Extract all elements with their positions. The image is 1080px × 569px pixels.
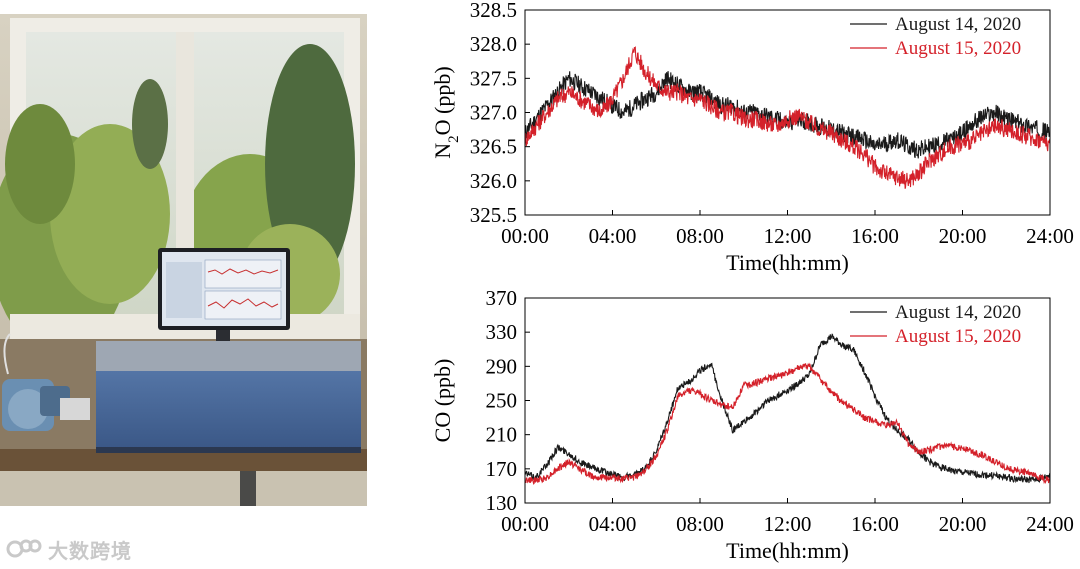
- x-tick-label: 16:00: [851, 224, 899, 248]
- watermark-text: 大数跨境: [48, 538, 132, 563]
- instrument-photo: [0, 14, 367, 506]
- x-tick-label: 08:00: [676, 224, 724, 248]
- y-axis-label: N2O (ppb): [430, 66, 462, 158]
- y-axis-label: CO (ppb): [430, 359, 455, 443]
- x-tick-label: 08:00: [676, 512, 724, 536]
- y-tick-label: 130: [486, 491, 518, 515]
- x-tick-label: 04:00: [589, 224, 637, 248]
- series-line-2: [524, 45, 1051, 189]
- y-tick-label: 327.5: [470, 66, 517, 90]
- x-tick-label: 24:00: [1026, 224, 1074, 248]
- series-line-1: [524, 333, 1051, 484]
- y-tick-label: 328.5: [470, 0, 517, 22]
- x-tick-label: 04:00: [589, 512, 637, 536]
- watermark-logo-icon: [6, 539, 42, 558]
- y-tick-label: 326.5: [470, 135, 517, 159]
- y-tick-label: 370: [486, 286, 518, 310]
- y-tick-label: 325.5: [470, 203, 517, 227]
- y-tick-label: 328.0: [470, 32, 517, 56]
- charts-area: 00:00 04:00 08:00 12:00 16:00 20:00 24:00 325.5…: [430, 0, 1074, 563]
- y-tick-label: 170: [486, 457, 518, 481]
- y-tick-label: 326.0: [470, 169, 517, 193]
- instrument-photo-drawing: [0, 14, 367, 506]
- y-tick-label: 250: [486, 389, 518, 413]
- x-tick-label: 12:00: [764, 224, 812, 248]
- y-tick-label: 327.0: [470, 101, 517, 125]
- x-axis-label: Time(hh:mm): [726, 250, 849, 275]
- series-line-1: [524, 71, 1051, 159]
- series-line-2: [524, 362, 1051, 485]
- legend-label-1: August 14, 2020: [895, 302, 1021, 323]
- x-tick-label: 12:00: [764, 512, 812, 536]
- x-axis-label: Time(hh:mm): [726, 538, 849, 563]
- chart-2: 00:00 04:00 08:00 12:00 16:00 20:00 24:00 130 17…: [430, 286, 1074, 563]
- y-tick-label: 330: [486, 320, 518, 344]
- x-tick-label: 20:00: [939, 512, 987, 536]
- x-tick-label: 00:00: [501, 224, 549, 248]
- x-tick-label: 16:00: [851, 512, 899, 536]
- x-tick-label: 24:00: [1026, 512, 1074, 536]
- legend-label-2: August 15, 2020: [895, 326, 1021, 347]
- y-tick-label: 210: [486, 423, 518, 447]
- chart-1: 00:00 04:00 08:00 12:00 16:00 20:00 24:00 325.5…: [430, 0, 1074, 275]
- watermark: 大数跨境: [6, 533, 132, 565]
- legend-label-1: August 14, 2020: [895, 14, 1021, 35]
- legend-label-2: August 15, 2020: [895, 38, 1021, 59]
- y-tick-label: 290: [486, 354, 518, 378]
- x-tick-label: 00:00: [501, 512, 549, 536]
- x-tick-label: 20:00: [939, 224, 987, 248]
